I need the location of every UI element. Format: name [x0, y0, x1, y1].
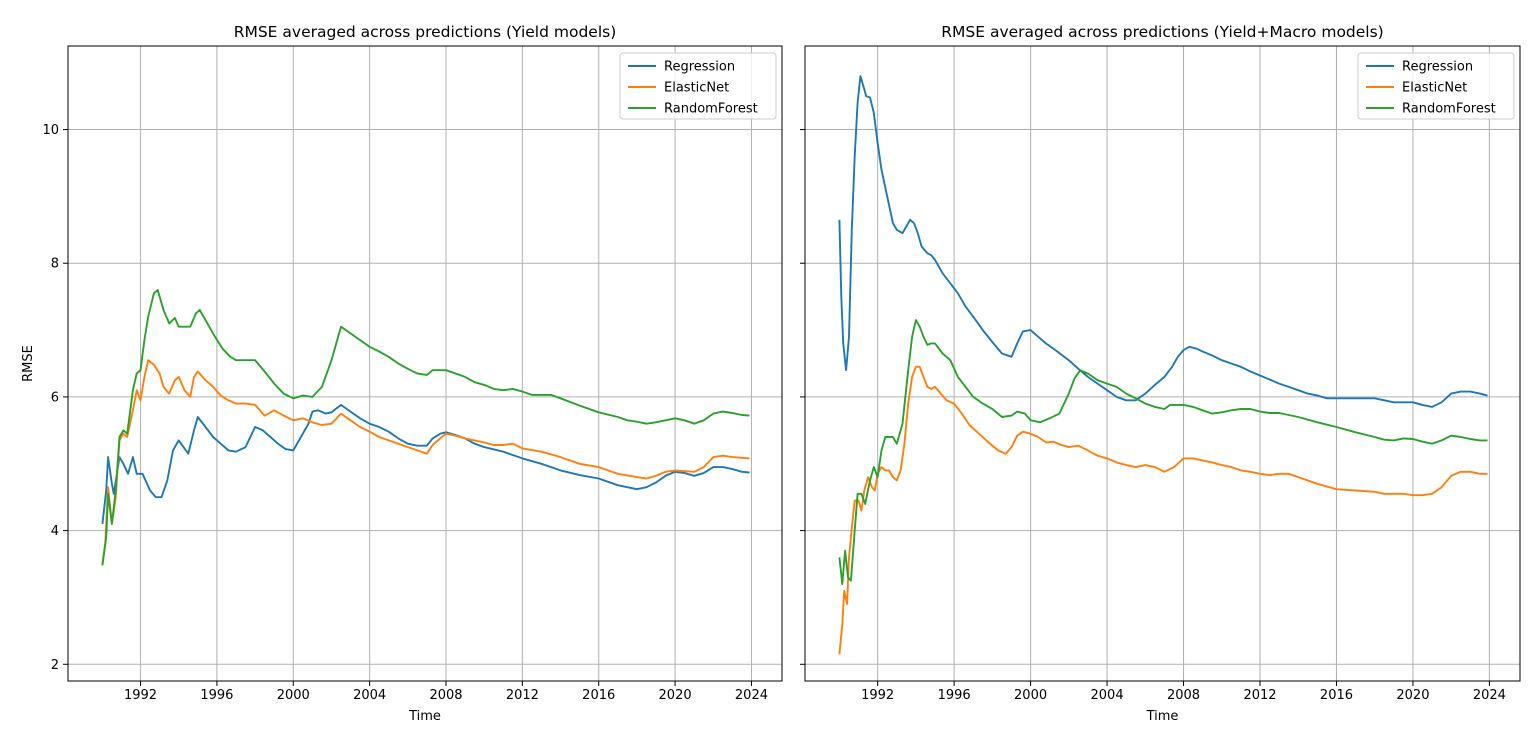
legend-entry-regression: Regression	[1366, 60, 1473, 75]
svg-text:Regression: Regression	[664, 60, 735, 75]
series-line-regression	[838, 75, 1488, 408]
x-tick-label: 2020	[659, 688, 692, 703]
svg-text:ElasticNet: ElasticNet	[1402, 81, 1467, 96]
svg-text:ElasticNet: ElasticNet	[664, 81, 729, 96]
series-line-elasticnet	[101, 359, 750, 565]
x-axis-ticks: 1992 1996 2000 2004 2008 2012 2016 2020 2024	[124, 681, 768, 703]
x-axis-label: Time	[1146, 709, 1179, 724]
plot-frame	[67, 45, 783, 682]
y-tick-label: 4	[51, 524, 59, 539]
x-tick-label: 2012	[1243, 688, 1276, 703]
y-tick-label: 6	[51, 390, 59, 405]
chart-title: RMSE averaged across predictions (Yield+…	[941, 23, 1383, 41]
x-tick-label: 2000	[1014, 688, 1047, 703]
series-lines	[838, 75, 1488, 655]
x-tick-label: 2024	[735, 688, 768, 703]
x-tick-label: 1992	[861, 688, 894, 703]
svg-text:Regression: Regression	[1402, 60, 1473, 75]
legend: Regression ElasticNet RandomForest	[619, 52, 777, 120]
x-tick-label: 1996	[200, 688, 233, 703]
x-tick-label: 2000	[277, 688, 310, 703]
legend-entry-regression: Regression	[628, 60, 735, 75]
series-line-regression	[101, 403, 750, 525]
x-tick-label: 2008	[429, 688, 462, 703]
x-tick-label: 2004	[1091, 688, 1124, 703]
x-tick-label: 2024	[1473, 688, 1506, 703]
legend-entry-randomforest: RandomForest	[1366, 102, 1496, 117]
grid-lines	[805, 46, 1520, 681]
x-tick-label: 2020	[1396, 688, 1429, 703]
x-axis-label: Time	[408, 709, 441, 724]
legend: Regression ElasticNet RandomForest	[1357, 52, 1515, 120]
series-line-randomforest	[838, 319, 1488, 586]
x-tick-label: 1996	[938, 688, 971, 703]
chart-title: RMSE averaged across predictions (Yield …	[234, 23, 617, 41]
x-tick-label: 2012	[506, 688, 539, 703]
legend-box	[619, 52, 777, 120]
x-tick-label: 1992	[124, 688, 157, 703]
y-tick-label: 8	[51, 257, 59, 272]
x-tick-label: 2008	[1167, 688, 1200, 703]
x-axis-ticks: 1992 1996 2000 2004 2008 2012 2016 2020 2024	[861, 681, 1506, 703]
x-tick-label: 2004	[353, 688, 386, 703]
legend-box	[1357, 52, 1515, 120]
grid-lines	[68, 46, 782, 681]
x-tick-label: 2016	[582, 688, 615, 703]
svg-text:RandomForest: RandomForest	[664, 102, 758, 117]
plot-frame	[804, 45, 1521, 682]
y-axis-ticks: 2 4 6 8 10	[42, 123, 68, 673]
yield-macro-models-panel: 1992 1996 2000 2004 2008 2012 2016 2020 2024 RMS…	[800, 23, 1521, 724]
x-tick-label: 2016	[1320, 688, 1353, 703]
y-tick-label: 2	[51, 658, 59, 673]
y-axis-ticks	[800, 129, 805, 665]
y-axis-label: RMSE	[21, 345, 36, 382]
legend-entry-elasticnet: ElasticNet	[1366, 81, 1467, 96]
legend-entry-randomforest: RandomForest	[628, 102, 758, 117]
series-line-elasticnet	[838, 365, 1488, 655]
legend-entry-elasticnet: ElasticNet	[628, 81, 729, 96]
y-tick-label: 10	[42, 123, 59, 138]
series-lines	[101, 289, 750, 566]
yield-models-panel: 1992 1996 2000 2004 2008 2012 2016 2020 2024 2 4 6…	[21, 23, 783, 724]
series-line-randomforest	[101, 289, 750, 566]
svg-text:RandomForest: RandomForest	[1402, 102, 1496, 117]
